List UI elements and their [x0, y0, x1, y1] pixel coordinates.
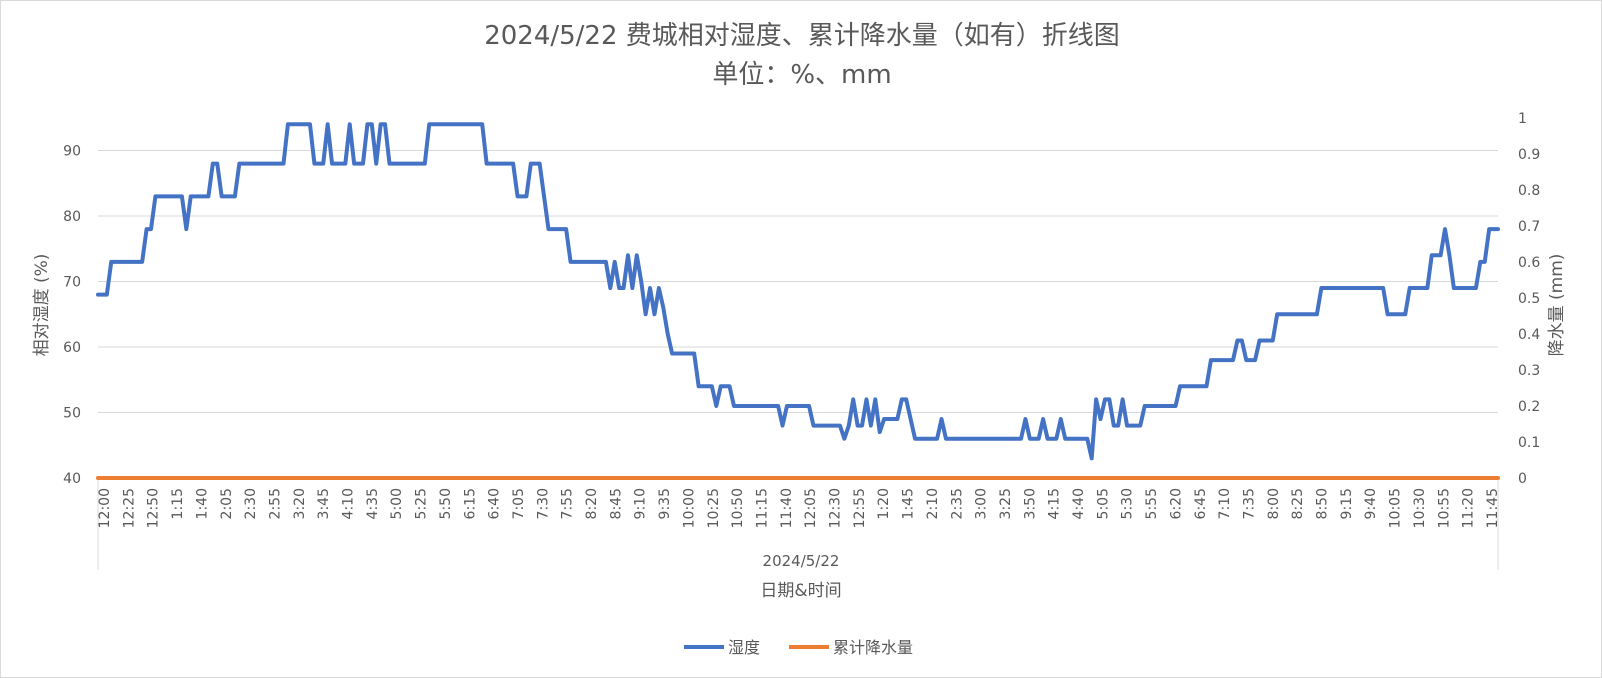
x-tick-label: 6:45	[1193, 488, 1209, 519]
y2-tick-label: 0.4	[1518, 327, 1540, 343]
x-tick-label: 5:25	[414, 488, 430, 519]
x-tick-label: 9:10	[633, 488, 649, 519]
x-tick-label: 11:45	[1485, 488, 1501, 528]
x-tick-label: 10:50	[730, 488, 746, 528]
x-tick-label: 4:15	[1047, 488, 1063, 519]
y2-tick-label: 0.7	[1518, 219, 1540, 235]
x-tick-label: 12:00	[97, 488, 113, 528]
x-tick-label: 5:30	[1120, 488, 1136, 519]
x-tick-label: 3:25	[998, 488, 1014, 519]
y2-axis-title: 降水量 (mm)	[1547, 254, 1567, 357]
x-tick-label: 8:50	[1315, 488, 1331, 519]
x-tick-label: 7:05	[511, 488, 527, 519]
x-tick-label: 7:30	[535, 488, 551, 519]
x-tick-label: 7:35	[1241, 488, 1257, 519]
y2-tick-label: 0.9	[1518, 147, 1540, 163]
x-tick-label: 12:55	[852, 488, 868, 528]
y2-tick-label: 0	[1518, 471, 1527, 487]
y2-tick-label: 1	[1518, 111, 1527, 127]
x-tick-label: 12:50	[146, 488, 162, 528]
x-tick-label: 11:20	[1461, 488, 1477, 528]
x-tick-label: 1:15	[170, 488, 186, 519]
y2-axis-ticks: 0 0.1 0.2 0.3 0.4 0.5 0.6 0.7 0.8 0.9 1	[1518, 111, 1540, 487]
y-tick-label: 90	[63, 144, 81, 160]
x-tick-label: 2:55	[267, 488, 283, 519]
x-tick-label: 1:20	[876, 488, 892, 519]
x-tick-label: 1:45	[901, 488, 917, 519]
x-axis-ticks: 12:00 12:25 12:50 1:15 1:40 2:05 2:30 2:55 3:20 3…	[97, 488, 1501, 528]
y2-tick-label: 0.3	[1518, 363, 1540, 379]
y-tick-label: 60	[63, 340, 81, 356]
x-tick-label: 10:30	[1412, 488, 1428, 528]
x-tick-label: 5:05	[1095, 488, 1111, 519]
x-tick-label: 6:15	[462, 488, 478, 519]
y-tick-label: 70	[63, 275, 81, 291]
y2-tick-label: 0.8	[1518, 183, 1540, 199]
gridlines	[97, 150, 1499, 570]
x-tick-label: 7:55	[560, 488, 576, 519]
x-tick-label: 6:40	[487, 488, 503, 519]
x-tick-label: 11:15	[754, 488, 770, 528]
x-tick-label: 3:50	[1022, 488, 1038, 519]
x-tick-label: 8:25	[1290, 488, 1306, 519]
chart-title: 2024/5/22 费城相对湿度、累计降水量（如有）折线图	[484, 21, 1120, 51]
y-tick-label: 80	[63, 209, 81, 225]
x-tick-label: 9:40	[1363, 488, 1379, 519]
x-tick-label: 8:00	[1266, 488, 1282, 519]
x-axis-title: 日期&时间	[760, 581, 841, 601]
x-tick-label: 8:20	[584, 488, 600, 519]
x-tick-label: 2:35	[949, 488, 965, 519]
y2-tick-label: 0.6	[1518, 255, 1540, 271]
series-layer	[96, 122, 1500, 480]
legend-label-precipitation: 累计降水量	[833, 638, 913, 657]
x-tick-label: 9:35	[657, 488, 673, 519]
x-tick-label: 10:05	[1388, 488, 1404, 528]
x-group-label: 2024/5/22	[763, 552, 840, 570]
x-tick-label: 12:25	[121, 488, 137, 528]
x-tick-label: 4:35	[365, 488, 381, 519]
x-tick-label: 12:05	[803, 488, 819, 528]
x-tick-label: 8:45	[608, 488, 624, 519]
y2-tick-label: 0.1	[1518, 435, 1540, 451]
x-tick-label: 4:40	[1071, 488, 1087, 519]
x-tick-label: 11:40	[779, 488, 795, 528]
x-tick-label: 3:20	[292, 488, 308, 519]
x-tick-label: 5:55	[1144, 488, 1160, 519]
x-tick-label: 9:15	[1339, 488, 1355, 519]
legend-label-humidity: 湿度	[728, 638, 760, 657]
y-tick-label: 40	[63, 471, 81, 487]
y2-tick-label: 0.5	[1518, 291, 1540, 307]
series-line-humidity	[96, 122, 1500, 461]
x-tick-label: 12:30	[828, 488, 844, 528]
x-tick-label: 10:55	[1436, 488, 1452, 528]
x-tick-label: 2:30	[243, 488, 259, 519]
x-tick-label: 7:10	[1217, 488, 1233, 519]
y2-tick-label: 0.2	[1518, 399, 1540, 415]
x-tick-label: 10:00	[681, 488, 697, 528]
legend: 湿度 累计降水量	[684, 638, 913, 657]
y-axis-ticks: 40 50 60 70 80 90	[63, 144, 81, 488]
x-tick-label: 5:00	[389, 488, 405, 519]
x-tick-label: 5:50	[438, 488, 454, 519]
x-tick-label: 2:05	[219, 488, 235, 519]
y-axis-title: 相对湿度 (%)	[32, 254, 52, 357]
x-tick-label: 10:25	[706, 488, 722, 528]
y-tick-label: 50	[63, 406, 81, 422]
chart-subtitle: 单位：%、mm	[712, 60, 891, 90]
x-tick-label: 4:10	[341, 488, 357, 519]
x-tick-label: 3:00	[974, 488, 990, 519]
x-tick-label: 2:10	[925, 488, 941, 519]
x-tick-label: 1:40	[194, 488, 210, 519]
x-tick-label: 3:45	[316, 488, 332, 519]
x-tick-label: 6:20	[1168, 488, 1184, 519]
